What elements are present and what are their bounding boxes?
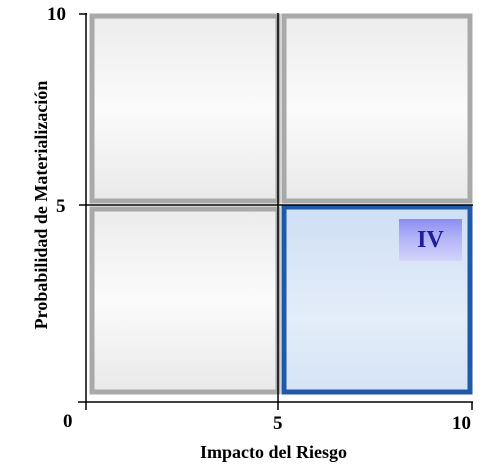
y-tick-label-5: 5 bbox=[56, 196, 66, 217]
x-tick-label-10: 10 bbox=[452, 413, 471, 434]
quadrant-iv-label: IV bbox=[399, 219, 462, 261]
x-tick-label-5: 5 bbox=[273, 413, 283, 434]
quadrant-bottom-left bbox=[89, 206, 281, 395]
x-tick-label-0: 0 bbox=[63, 411, 73, 432]
quadrant-top-left bbox=[89, 13, 281, 204]
y-tick-label-10: 10 bbox=[47, 4, 66, 25]
x-axis-title: Impacto del Riesgo bbox=[200, 442, 347, 462]
y-axis-title: Probabilidad de Materialización bbox=[31, 80, 51, 330]
quadrant-top-right bbox=[281, 13, 473, 204]
